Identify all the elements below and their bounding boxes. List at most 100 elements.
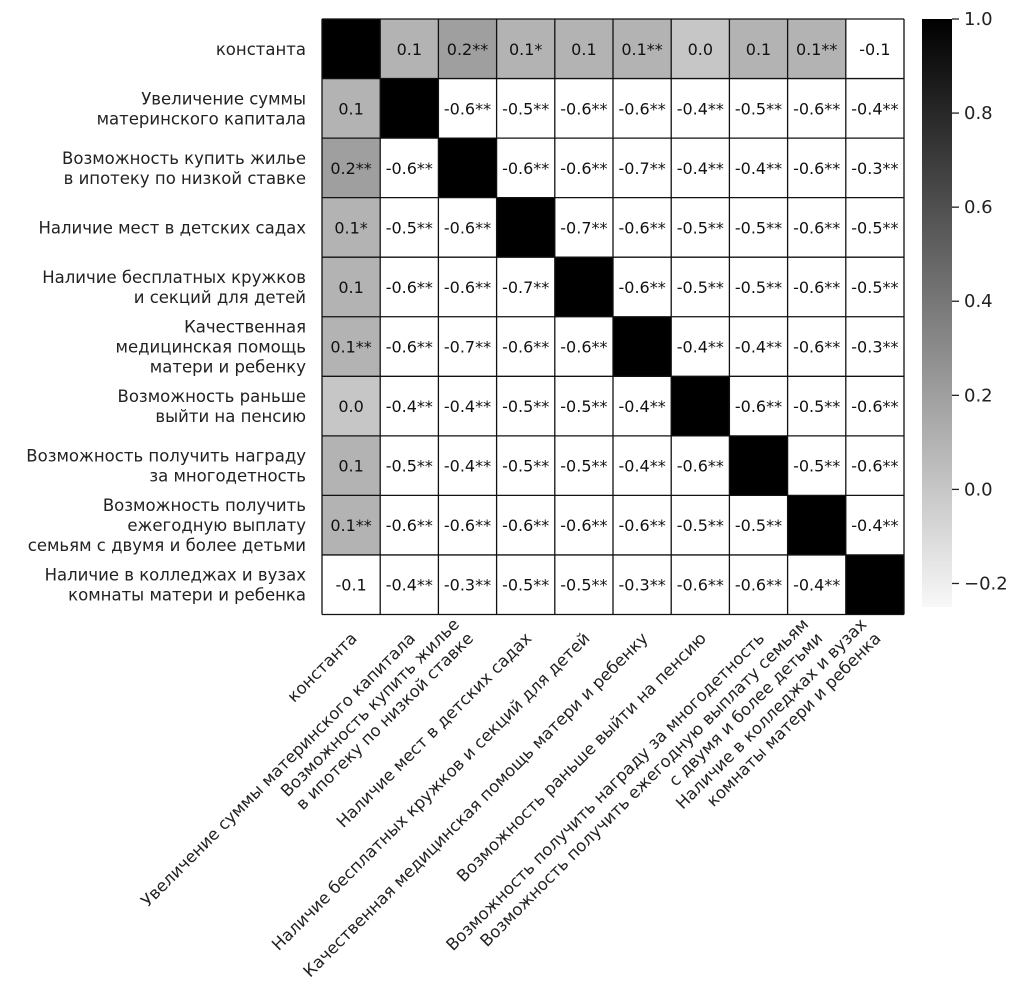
heatmap-cell [554, 138, 613, 198]
cell-annotation: -0.4** [677, 159, 724, 178]
heatmap-cell [554, 19, 613, 79]
heatmap-cell [380, 257, 439, 317]
cell-annotation: -0.6** [386, 338, 433, 357]
heatmap-cell [322, 435, 381, 496]
heatmap-cell [671, 316, 730, 377]
heatmap-cell [729, 376, 788, 436]
cell-annotation: -0.3** [851, 338, 898, 357]
heatmap-cell [671, 78, 730, 139]
heatmap-cell [845, 19, 904, 79]
heatmap-cell [496, 78, 555, 139]
heatmap-cell [613, 495, 672, 555]
cell-annotation: -0.5** [851, 218, 898, 237]
cell-annotation: -0.3** [618, 576, 665, 595]
heatmap-cell [496, 376, 555, 436]
cell-annotation: -0.4** [386, 576, 433, 595]
cell-annotation: 0.1** [621, 40, 662, 59]
cell-annotation: -0.5** [502, 576, 549, 595]
heatmap-cell [613, 554, 672, 615]
cell-annotation: -0.6** [851, 457, 898, 476]
colorbar-tick-label: 0.6 [964, 197, 993, 218]
colorbar-tick-label: 0.8 [964, 103, 993, 124]
cell-annotation: -0.4** [386, 397, 433, 416]
row-label: Наличие в колледжах и вузах комнаты матер… [45, 566, 307, 605]
cell-annotation: -0.5** [560, 397, 607, 416]
cell-annotation: -0.5** [677, 278, 724, 297]
cell-annotation: -0.5** [502, 457, 549, 476]
heatmap-cell [729, 19, 788, 79]
heatmap-cell [613, 19, 672, 79]
cell-annotation: -0.7** [502, 278, 549, 297]
column-label: Возможность получить ежегодную выплату с… [476, 615, 826, 965]
heatmap-gridlines [321, 18, 905, 616]
heatmap-cell [671, 197, 730, 258]
heatmap-cell [380, 316, 439, 377]
heatmap-cell [729, 138, 788, 198]
cell-annotation: 0.1** [330, 338, 371, 357]
heatmap-cell [845, 138, 904, 198]
heatmap-cell [438, 197, 497, 258]
heatmap-cell [438, 78, 497, 139]
heatmap-cell [322, 78, 381, 139]
cell-annotation: -0.6** [793, 218, 840, 237]
heatmap-cell [496, 554, 555, 615]
cell-annotation: -0.1 [335, 576, 366, 595]
heatmap-cell [671, 19, 730, 79]
cell-annotation: -0.4** [851, 516, 898, 535]
heatmap-cell [380, 554, 439, 615]
row-label: Наличие мест в детских садах [38, 218, 306, 237]
colorbar-gradient [922, 19, 952, 607]
cell-annotation: 0.1 [746, 40, 771, 59]
heatmap-cell [845, 316, 904, 377]
colorbar-tick-label: 1.0 [964, 9, 993, 30]
heatmap-cell [438, 138, 497, 198]
cell-annotation: -0.6** [735, 397, 782, 416]
heatmap-cell [380, 376, 439, 436]
heatmap-cell [438, 376, 497, 436]
row-labels: константа Увеличение суммы материнского ка… [26, 40, 306, 605]
column-label: Увеличение суммы материнского капитала [137, 629, 419, 911]
heatmap-cell [438, 554, 497, 615]
heatmap-cell [554, 554, 613, 615]
heatmap-cell [787, 435, 846, 496]
cell-annotation: 0.1* [509, 40, 542, 59]
heatmap-cell [671, 495, 730, 555]
colorbar-tick-label: 0.4 [964, 291, 993, 312]
heatmap-cell [496, 257, 555, 317]
cell-annotation: 0.1** [796, 40, 837, 59]
heatmap-cell [438, 257, 497, 317]
cell-annotation: -0.6** [502, 338, 549, 357]
heatmap-cell [787, 376, 846, 436]
cell-annotation: -0.6** [560, 338, 607, 357]
cell-annotation: -0.5** [735, 516, 782, 535]
heatmap-cell [322, 19, 381, 79]
heatmap-cell [380, 19, 439, 79]
cell-annotation: -0.4** [444, 457, 491, 476]
cell-annotation: -0.6** [793, 159, 840, 178]
row-label: Возможность раньше выйти на пенсию [118, 387, 306, 426]
cell-annotation: -0.5** [677, 516, 724, 535]
heatmap-cell [787, 495, 846, 555]
heatmap-cell [322, 376, 381, 436]
svg-text:Возможность получить ежегодную: Возможность получить ежегодную выплату с… [476, 615, 826, 965]
heatmap-cell [671, 257, 730, 317]
colorbar: 1.0 0.8 0.6 0.4 0.2 0.0 −0.2 [922, 9, 1008, 607]
heatmap-cell [380, 138, 439, 198]
heatmap-cell [845, 554, 904, 615]
cell-annotation: -0.4** [735, 159, 782, 178]
cell-annotation: -0.5** [386, 457, 433, 476]
heatmap-cell [613, 197, 672, 258]
heatmap-cell [496, 138, 555, 198]
heatmap-cell [613, 435, 672, 496]
cell-annotation: -0.5** [735, 99, 782, 118]
heatmap-cell [380, 197, 439, 258]
cell-annotation: -0.5** [560, 576, 607, 595]
cell-annotation: 0.1 [338, 457, 363, 476]
heatmap-cell [438, 316, 497, 377]
cell-annotation: -0.4** [735, 338, 782, 357]
cell-annotation: 0.1** [330, 516, 371, 535]
heatmap-cell [671, 435, 730, 496]
heatmap-cell [554, 78, 613, 139]
heatmap-cell [322, 138, 381, 198]
cell-annotation: -0.5** [502, 397, 549, 416]
